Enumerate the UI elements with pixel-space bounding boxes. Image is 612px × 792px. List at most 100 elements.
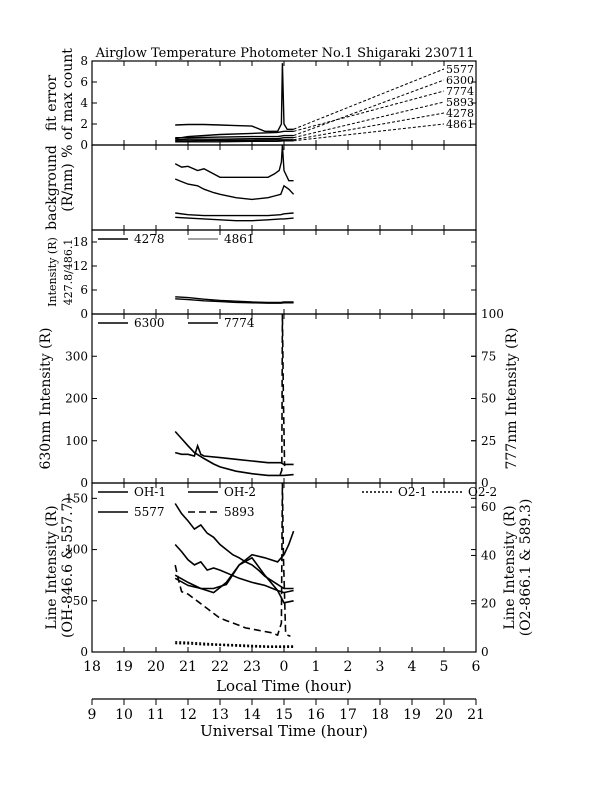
y-tick-label: 200 xyxy=(65,392,88,406)
x-ut-tick-label: 21 xyxy=(467,707,485,723)
series-4278 xyxy=(175,296,294,304)
y-right-tick-label: 50 xyxy=(481,392,496,406)
y-right-tick-label: 0 xyxy=(481,645,489,659)
y-tick-label: 12 xyxy=(73,259,88,273)
y-tick-label: 50 xyxy=(73,594,88,608)
series-o2-2 xyxy=(175,641,294,648)
y-tick-label: 4 xyxy=(80,96,88,110)
y-tick-label: 8 xyxy=(80,54,88,68)
series-5577 xyxy=(175,63,294,133)
series-line xyxy=(174,178,295,201)
y-right-tick-label: 20 xyxy=(481,597,496,611)
y-tick-label: 100 xyxy=(65,543,88,557)
chart-title: Airglow Temperature Photometer No.1 Shig… xyxy=(95,46,475,61)
x-local-tick-label: 18 xyxy=(83,659,101,675)
series-4861 xyxy=(175,140,294,143)
y-right-tick-label: 60 xyxy=(481,500,496,514)
panel-background: background (R/nm) xyxy=(44,144,477,231)
legend-label-6300: 6300 xyxy=(134,316,165,330)
y-axis-label: 427.8/486.1 xyxy=(62,239,75,306)
series-6300 xyxy=(174,430,294,477)
panel-fit-error: 0 2 4 6 8 fit error% of max count 557763007774… xyxy=(44,48,477,158)
right-label-5577: 5577 xyxy=(446,63,474,76)
legend: 6300 7774 xyxy=(98,316,255,330)
series-spike xyxy=(279,313,286,475)
y-right-tick-label: 0 xyxy=(481,476,489,490)
y-axis-label: background xyxy=(44,145,60,230)
x-local-tick-label: 5 xyxy=(440,659,449,675)
y-right-tick-label: 40 xyxy=(481,548,496,562)
right-label-6300: 6300 xyxy=(446,74,474,87)
legend-label-o2-1: O2-1 xyxy=(398,485,427,499)
x-ut-axis-label: Universal Time (hour) xyxy=(200,722,368,740)
series-6300 xyxy=(175,134,294,139)
right-label-7774: 7774 xyxy=(446,85,474,98)
x-ut-tick-label: 12 xyxy=(179,707,197,723)
series-5893 xyxy=(175,136,294,141)
y-tick-label: 6 xyxy=(80,283,88,297)
y-axis-label: (OH-846.6 & 557.7) xyxy=(60,497,76,638)
label-leader-4861 xyxy=(293,123,445,142)
x-local-tick-label: 4 xyxy=(408,659,417,675)
y-axis-label: 630nm Intensity (R) xyxy=(38,327,54,469)
legend-label-5893: 5893 xyxy=(224,505,255,519)
label-leader-6300 xyxy=(293,79,445,137)
series-4278 xyxy=(175,139,294,142)
y-axis-label: fit error xyxy=(44,75,60,132)
legend: 4278 4861 xyxy=(98,232,255,246)
y-right-tick-label: 100 xyxy=(481,307,504,321)
x-local-tick-label: 21 xyxy=(179,659,197,675)
y-tick-label: 0 xyxy=(80,138,88,152)
label-leader-4278 xyxy=(293,112,445,141)
y-tick-label: 100 xyxy=(65,434,88,448)
y-axis-label: Line Intensity (R) xyxy=(44,505,60,629)
series-oh-1 xyxy=(174,543,294,594)
series-line xyxy=(175,216,294,222)
x-ut-tick-label: 13 xyxy=(211,707,229,723)
x-local-tick-label: 19 xyxy=(115,659,133,675)
legend-label-o2-2: O2-2 xyxy=(468,485,497,499)
series-5893 xyxy=(174,482,291,638)
series-o2-1 xyxy=(175,642,294,649)
x-ut-tick-label: 16 xyxy=(307,707,325,723)
series-5577 xyxy=(174,503,294,590)
series-4861 xyxy=(175,298,294,304)
x-ut-tick-label: 20 xyxy=(435,707,453,723)
x-ut-tick-label: 14 xyxy=(243,707,261,723)
x-local-tick-label: 23 xyxy=(243,659,261,675)
x-local-tick-label: 3 xyxy=(376,659,385,675)
y-right-tick-label: 75 xyxy=(481,349,496,363)
legend-label-4861: 4861 xyxy=(224,232,255,246)
y-axis-label: (R/nm) xyxy=(60,163,76,211)
y-axis-label: Intensity (R) xyxy=(46,237,59,307)
x-local-tick-label: 2 xyxy=(344,659,353,675)
y-tick-label: 2 xyxy=(80,117,88,131)
x-ut-tick-label: 11 xyxy=(147,707,165,723)
series-oh-2-b xyxy=(174,556,294,604)
right-label-4278: 4278 xyxy=(446,107,474,120)
y-tick-label: 0 xyxy=(80,645,88,659)
label-leader-5577 xyxy=(293,68,445,130)
legend-label-oh-1: OH-1 xyxy=(134,485,166,499)
x-local-tick-label: 0 xyxy=(280,659,289,675)
x-ut-tick-label: 9 xyxy=(88,707,97,723)
y-right-tick-label: 25 xyxy=(481,434,496,448)
x-ut-tick-label: 15 xyxy=(275,707,293,723)
legend-label-4278: 4278 xyxy=(134,232,165,246)
x-ut-tick-label: 18 xyxy=(371,707,389,723)
x-local-tick-label: 6 xyxy=(472,659,481,675)
series-7774 xyxy=(175,130,294,140)
y-axis-label-right: (O2-866.1 & 589.3) xyxy=(518,499,534,637)
legend: OH-1 OH-2 O2-1 O2-2 5577 5893 xyxy=(98,485,497,519)
legend-label-5577: 5577 xyxy=(134,505,165,519)
label-leader-7774 xyxy=(293,90,445,132)
y-tick-label: 6 xyxy=(80,75,88,89)
x-local-tick-label: 22 xyxy=(211,659,229,675)
y-tick-label: 0 xyxy=(80,476,88,490)
y-axis-label-right: Line Intensity (R) xyxy=(502,505,518,629)
x-ut-tick-label: 17 xyxy=(339,707,357,723)
